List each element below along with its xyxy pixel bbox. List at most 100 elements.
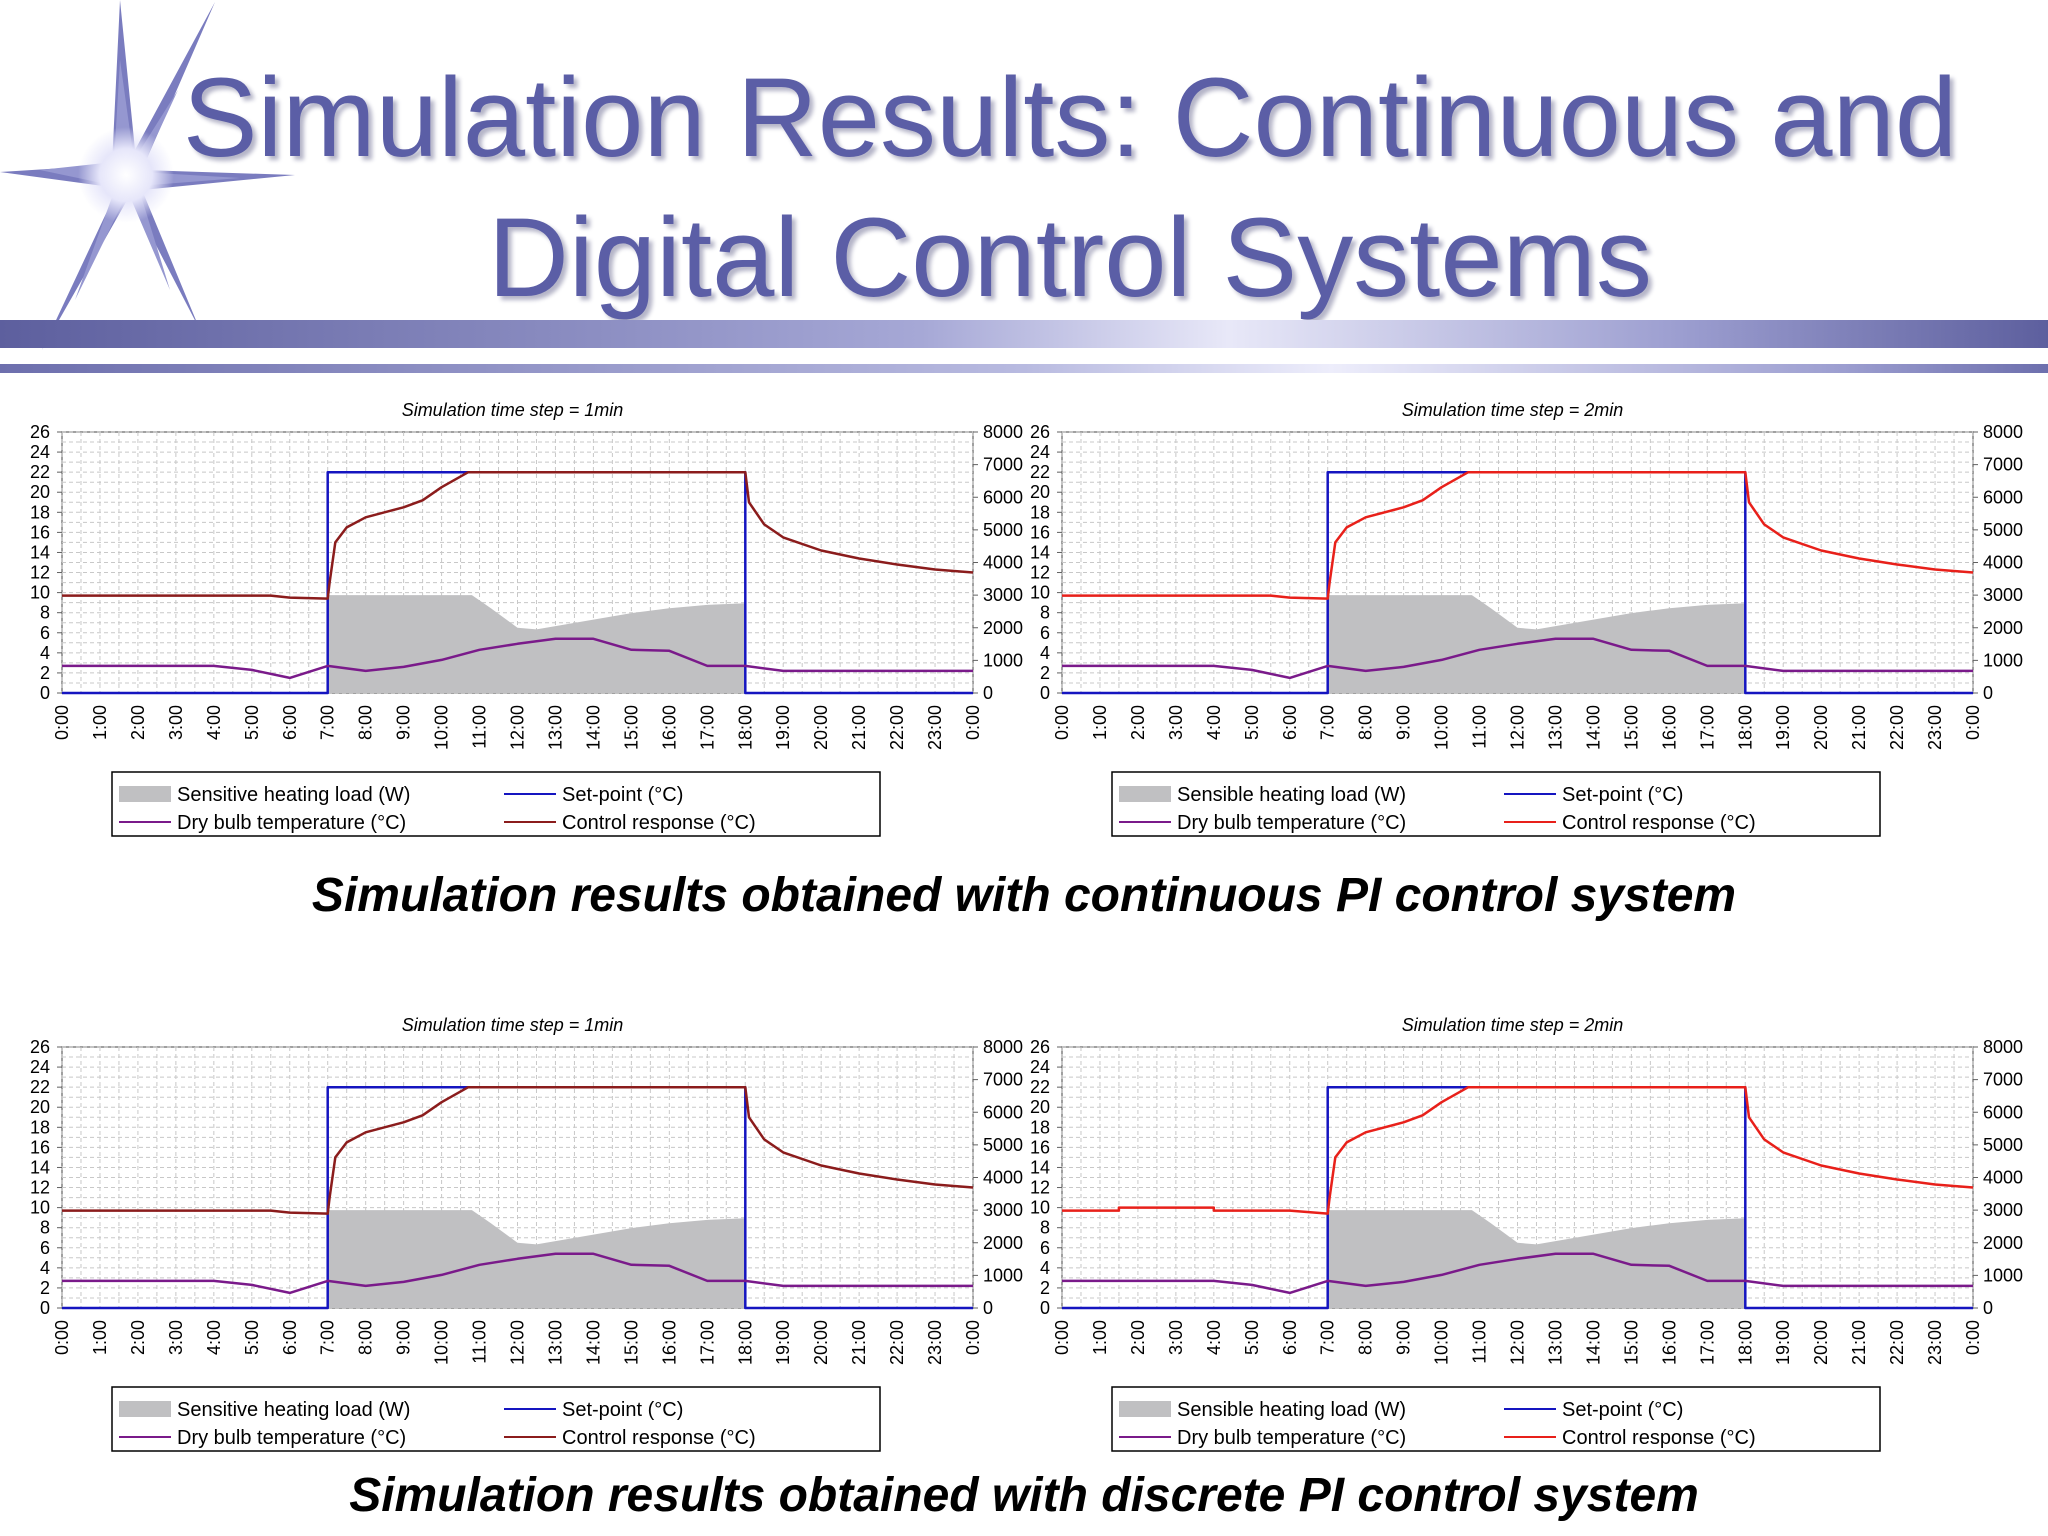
legend-swatch [119,786,171,802]
chart-title: Simulation time step = 2min [1402,1015,1624,1035]
y-left-tick-label: 20 [1030,482,1050,502]
x-tick-label: 18:00 [735,1320,755,1365]
x-tick-label: 7:00 [318,1320,338,1355]
y-left-tick-label: 14 [30,1157,50,1177]
y-right-tick-label: 3000 [1983,1200,2023,1220]
x-tick-label: 12:00 [508,1320,528,1365]
y-right-tick-label: 7000 [1983,1070,2023,1090]
y-left-tick-label: 20 [30,1097,50,1117]
y-left-tick-label: 14 [30,542,50,562]
x-tick-label: 17:00 [1697,705,1717,750]
series-line-control-response [1062,470,1974,600]
x-tick-label: 13:00 [1545,1320,1565,1365]
x-tick-label: 11:00 [1470,705,1490,749]
x-tick-label: 21:00 [849,1320,869,1365]
y-left-tick-label: 12 [1030,1178,1050,1198]
y-left-tick-label: 10 [1030,1198,1050,1218]
x-tick-label: 0:00 [1963,1320,1983,1355]
y-left-tick-label: 4 [40,1258,50,1278]
y-left-tick-label: 6 [1040,623,1050,643]
x-tick-label: 9:00 [394,705,414,740]
x-tick-label: 13:00 [545,705,565,750]
legend-label: Dry bulb temperature (°C) [1177,1427,1406,1449]
y-right-tick-label: 1000 [983,650,1023,670]
legend-swatch [1119,1401,1171,1417]
chart-continuous-2min: Simulation time step = 2min0246810121416… [1030,400,2023,837]
x-tick-label: 10:00 [432,705,452,750]
y-right-tick-label: 3000 [983,585,1023,605]
x-tick-label: 17:00 [697,1320,717,1365]
x-tick-label: 23:00 [925,1320,945,1365]
x-tick-label: 22:00 [1887,1320,1907,1365]
y-right-tick-label: 8000 [983,422,1023,442]
x-tick-label: 16:00 [659,705,679,750]
legend-label: Dry bulb temperature (°C) [1177,812,1406,834]
y-left-tick-label: 24 [1030,442,1050,462]
y-left-tick-label: 18 [30,502,50,522]
y-left-tick-label: 20 [1030,1097,1050,1117]
legend-label: Control response (°C) [562,1427,756,1449]
y-left-tick-label: 26 [1030,422,1050,442]
legend-box [1111,1386,1881,1452]
legend-label: Set-point (°C) [562,1399,683,1421]
x-tick-label: 8:00 [1356,1320,1376,1355]
y-right-tick-label: 5000 [1983,1135,2023,1155]
x-tick-label: 19:00 [773,705,793,750]
x-tick-label: 21:00 [1849,705,1869,750]
chart-discrete-1min: Simulation time step = 1min0246810121416… [30,1015,1023,1452]
x-tick-label: 6:00 [1280,705,1300,740]
chart-title: Simulation time step = 1min [402,400,624,420]
y-right-tick-label: 2000 [1983,618,2023,638]
y-left-tick-label: 0 [1040,683,1050,703]
x-tick-label: 18:00 [1735,705,1755,750]
y-left-tick-label: 24 [30,442,50,462]
x-tick-label: 0:00 [1052,705,1072,740]
y-left-tick-label: 4 [1040,643,1050,663]
x-tick-label: 21:00 [1849,1320,1869,1365]
legend-swatch [1119,786,1171,802]
title-line-2: Digital Control Systems [488,195,1652,320]
series-line-dry-bulb-temperature [62,1252,973,1295]
y-right-tick-label: 2000 [1983,1233,2023,1253]
x-tick-label: 15:00 [1621,1320,1641,1365]
x-tick-label: 19:00 [1773,705,1793,750]
y-right-tick-label: 6000 [983,1102,1023,1122]
x-tick-label: 3:00 [1166,1320,1186,1355]
y-right-tick-label: 4000 [1983,1168,2023,1188]
y-left-tick-label: 6 [40,623,50,643]
legend-label: Control response (°C) [1562,1427,1756,1449]
x-tick-label: 9:00 [1394,705,1414,740]
y-left-tick-label: 8 [1040,1218,1050,1238]
title-divider-bar [0,320,2048,348]
y-right-tick-label: 5000 [983,520,1023,540]
y-left-tick-label: 16 [1030,1137,1050,1157]
legend-swatch [119,1401,171,1417]
x-tick-label: 4:00 [1204,705,1224,740]
x-tick-label: 1:00 [1090,705,1110,740]
x-tick-label: 0:00 [52,705,72,740]
x-tick-label: 15:00 [621,1320,641,1365]
x-tick-label: 18:00 [1735,1320,1755,1365]
y-right-tick-label: 0 [983,1298,993,1318]
star-burst-icon [0,0,295,350]
x-tick-label: 6:00 [280,1320,300,1355]
x-tick-label: 15:00 [1621,705,1641,750]
y-left-tick-label: 22 [1030,462,1050,482]
y-right-tick-label: 7000 [1983,455,2023,475]
y-right-tick-label: 6000 [1983,487,2023,507]
x-tick-label: 16:00 [1659,1320,1679,1365]
x-tick-label: 23:00 [1925,705,1945,750]
legend-box [111,771,881,837]
y-left-tick-label: 12 [30,563,50,583]
series-line-control-response [62,1085,974,1215]
y-left-tick-label: 12 [1030,563,1050,583]
legend-label: Set-point (°C) [1562,784,1683,806]
x-tick-label: 9:00 [1394,1320,1414,1355]
y-left-tick-label: 18 [30,1117,50,1137]
y-right-tick-label: 3000 [983,1200,1023,1220]
series-line-dry-bulb-temperature [62,637,973,680]
y-left-tick-label: 10 [1030,583,1050,603]
x-tick-label: 14:00 [583,705,603,750]
legend-box [111,1386,881,1452]
x-tick-label: 14:00 [1583,705,1603,750]
